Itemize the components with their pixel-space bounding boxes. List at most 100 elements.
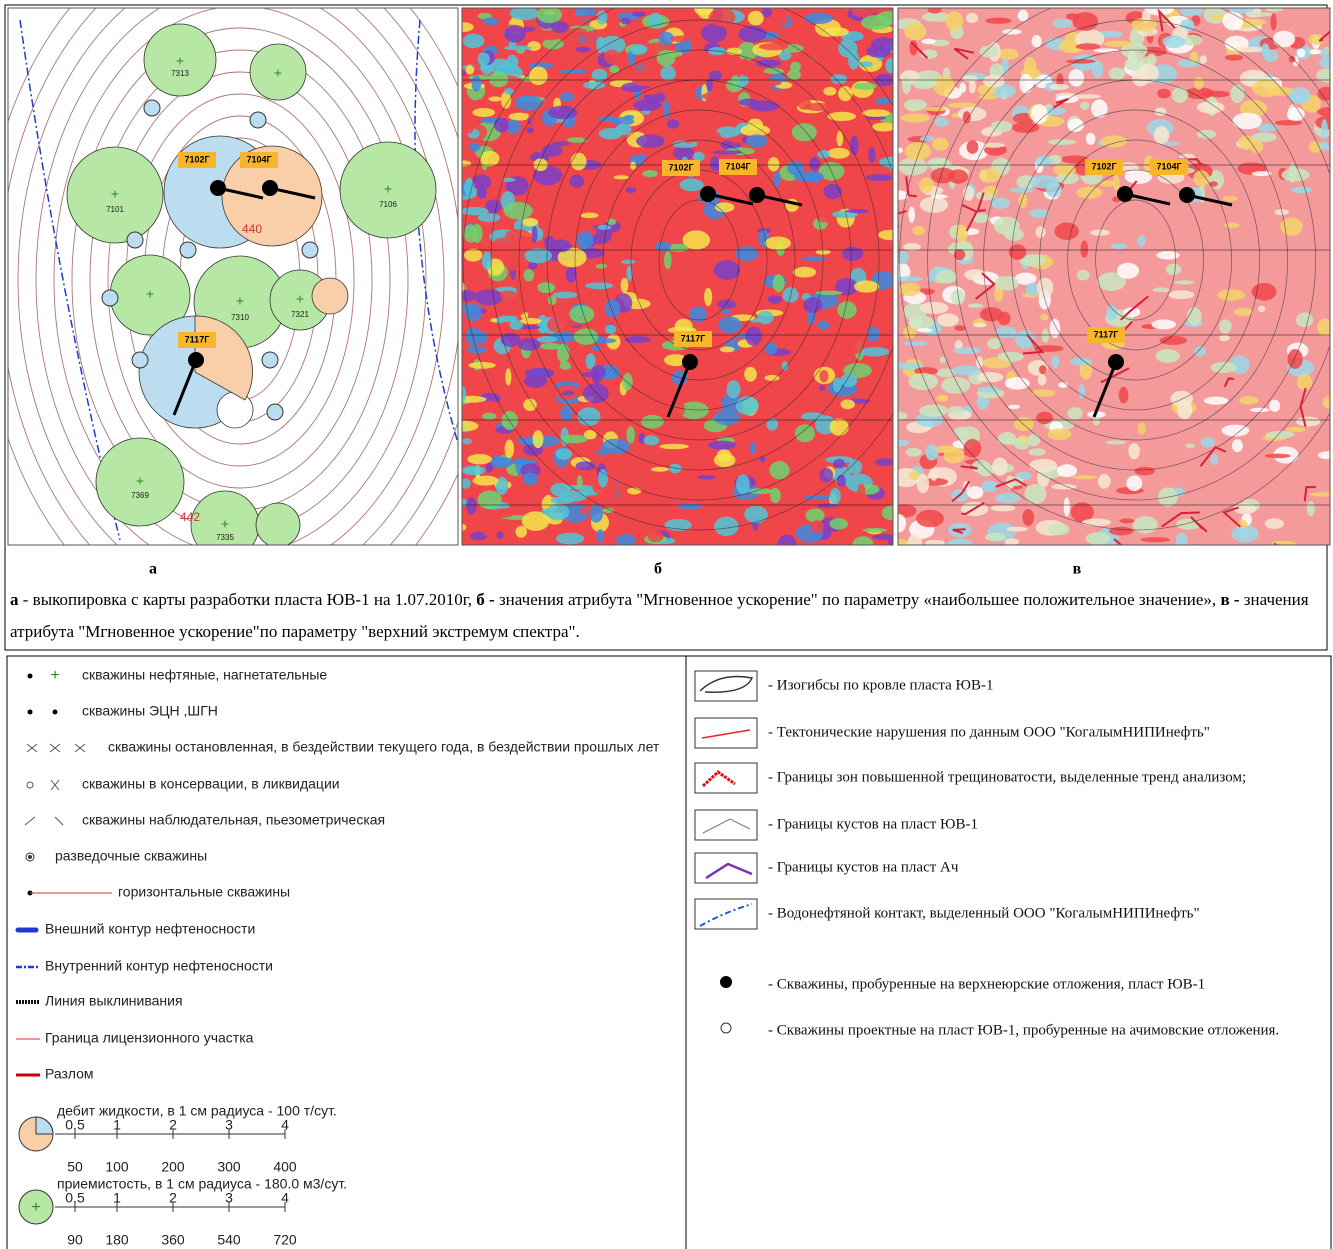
texture — [519, 325, 541, 330]
texture — [1194, 346, 1207, 357]
texture — [810, 520, 824, 534]
icon-box — [694, 670, 758, 702]
texture — [740, 58, 750, 77]
texture — [1189, 51, 1199, 63]
texture — [759, 529, 775, 540]
texture — [464, 177, 475, 197]
texture — [778, 49, 792, 61]
texture — [490, 456, 513, 469]
texture — [850, 117, 866, 129]
texture — [707, 440, 737, 450]
fault — [1120, 295, 1149, 321]
small-well — [131, 351, 149, 369]
texture — [738, 25, 767, 43]
texture — [829, 487, 841, 505]
texture — [1154, 107, 1167, 116]
texture — [1319, 56, 1330, 69]
well-label: 7104Г — [246, 154, 271, 164]
texture — [1196, 101, 1225, 114]
legend-text: горизонтальные скважины — [118, 884, 290, 900]
texture — [809, 156, 821, 172]
legend-text: Внешний контур нефтеносности — [45, 921, 255, 937]
texture — [1210, 362, 1237, 374]
icon — [699, 903, 753, 927]
texture — [1176, 400, 1193, 420]
texture — [1047, 139, 1077, 145]
texture — [1296, 373, 1313, 391]
fault — [976, 192, 986, 213]
texture — [520, 463, 541, 478]
texture — [1029, 458, 1058, 473]
texture — [647, 531, 664, 543]
well-tag — [178, 332, 216, 348]
texture — [1306, 501, 1315, 517]
texture — [583, 429, 597, 440]
texture — [908, 315, 934, 330]
fault — [898, 209, 907, 228]
texture — [976, 394, 990, 410]
texture — [514, 95, 543, 111]
panel-a: + + + + + + + + +7101 7106 7310 7321 7313 7369 7335 440… — [8, 8, 458, 545]
texture — [1200, 437, 1216, 448]
fault — [1190, 516, 1208, 533]
texture — [504, 439, 515, 459]
texture — [630, 161, 637, 170]
texture — [536, 8, 563, 24]
texture — [631, 11, 647, 17]
well-symbol: + — [384, 181, 392, 197]
texture — [992, 457, 1008, 476]
texture — [472, 475, 499, 486]
panel-label: в — [1073, 561, 1082, 578]
scale-value: 180 — [105, 1232, 129, 1248]
caption: а - выкопировка с карты разработки пласт… — [10, 584, 1322, 648]
small-well — [266, 403, 284, 421]
contour — [53, 8, 427, 545]
texture — [464, 248, 483, 262]
contour — [1095, 199, 1176, 321]
well-circle — [95, 437, 185, 527]
scale-tick-label: 3 — [225, 1190, 233, 1206]
texture — [1047, 428, 1072, 441]
texture — [1224, 54, 1244, 61]
texture — [1256, 123, 1278, 132]
texture — [827, 350, 841, 367]
texture — [838, 86, 853, 102]
texture — [898, 276, 923, 282]
texture — [991, 197, 1011, 209]
texture — [1251, 282, 1277, 301]
texture — [871, 122, 893, 132]
horizontal-well — [1092, 361, 1118, 418]
texture — [555, 532, 585, 545]
texture — [1132, 516, 1158, 534]
small-well — [126, 231, 144, 249]
texture — [898, 250, 909, 265]
texture — [916, 473, 930, 494]
texture — [953, 346, 982, 355]
texture — [1185, 443, 1195, 449]
contour — [574, 109, 824, 411]
texture — [935, 270, 958, 284]
texture — [878, 229, 893, 241]
texture — [462, 71, 467, 77]
texture — [552, 291, 578, 299]
texture — [485, 462, 494, 473]
texture — [848, 459, 863, 475]
texture — [1257, 305, 1266, 313]
texture — [467, 454, 492, 465]
texture — [475, 400, 504, 415]
texture — [793, 180, 817, 189]
texture — [499, 290, 517, 301]
texture — [500, 332, 521, 347]
fault — [1303, 486, 1316, 502]
texture — [874, 458, 893, 466]
well-number: 7313 — [171, 69, 189, 78]
texture — [764, 236, 791, 250]
texture — [1085, 532, 1111, 545]
texture — [490, 318, 498, 323]
texture — [745, 326, 762, 346]
texture — [640, 87, 660, 96]
texture — [621, 17, 632, 25]
texture — [524, 248, 553, 264]
texture — [908, 470, 921, 481]
texture — [658, 31, 674, 46]
